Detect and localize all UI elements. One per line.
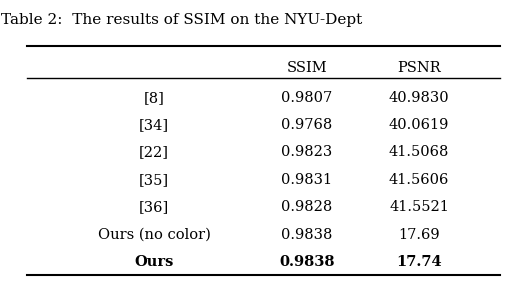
Text: [35]: [35] xyxy=(139,173,169,187)
Text: 40.0619: 40.0619 xyxy=(389,118,449,132)
Text: [22]: [22] xyxy=(139,146,169,159)
Text: Table 2:  The results of SSIM on the NYU-Dept: Table 2: The results of SSIM on the NYU-… xyxy=(2,13,362,27)
Text: SSIM: SSIM xyxy=(287,61,327,75)
Text: [36]: [36] xyxy=(139,200,169,214)
Text: [34]: [34] xyxy=(139,118,169,132)
Text: Ours: Ours xyxy=(135,255,174,269)
Text: 17.69: 17.69 xyxy=(398,228,440,242)
Text: 0.9831: 0.9831 xyxy=(282,173,332,187)
Text: 17.74: 17.74 xyxy=(396,255,442,269)
Text: 41.5521: 41.5521 xyxy=(389,200,449,214)
Text: 0.9828: 0.9828 xyxy=(281,200,333,214)
Text: 41.5606: 41.5606 xyxy=(389,173,449,187)
Text: 41.5068: 41.5068 xyxy=(389,146,449,159)
Text: 0.9768: 0.9768 xyxy=(281,118,333,132)
Text: 0.9807: 0.9807 xyxy=(281,91,333,105)
Text: 40.9830: 40.9830 xyxy=(389,91,449,105)
Text: Ours (no color): Ours (no color) xyxy=(98,228,210,242)
Text: 0.9823: 0.9823 xyxy=(281,146,333,159)
Text: 0.9838: 0.9838 xyxy=(279,255,335,269)
Text: PSNR: PSNR xyxy=(397,61,441,75)
Text: 0.9838: 0.9838 xyxy=(281,228,333,242)
Text: [8]: [8] xyxy=(144,91,164,105)
